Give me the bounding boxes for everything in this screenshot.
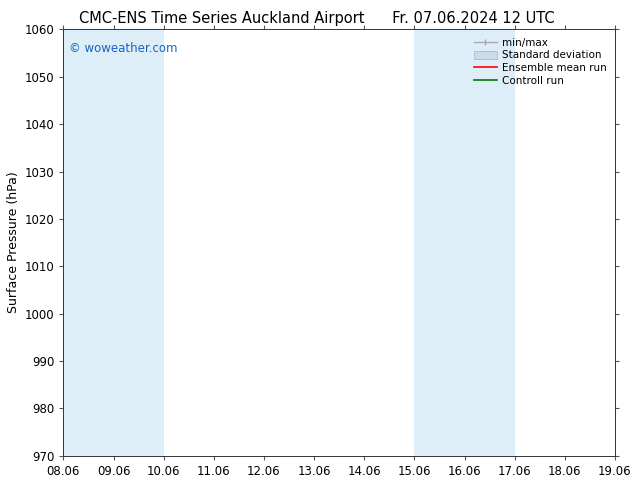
Text: © woweather.com: © woweather.com (69, 42, 178, 55)
Bar (465, 29, 515, 456)
Y-axis label: Surface Pressure (hPa): Surface Pressure (hPa) (8, 172, 20, 314)
Bar (63, 29, 113, 456)
Bar (415, 29, 465, 456)
Bar (615, 29, 634, 456)
Legend: min/max, Standard deviation, Ensemble mean run, Controll run: min/max, Standard deviation, Ensemble me… (470, 35, 610, 89)
Text: CMC-ENS Time Series Auckland Airport      Fr. 07.06.2024 12 UTC: CMC-ENS Time Series Auckland Airport Fr.… (79, 11, 555, 26)
Bar (113, 29, 164, 456)
